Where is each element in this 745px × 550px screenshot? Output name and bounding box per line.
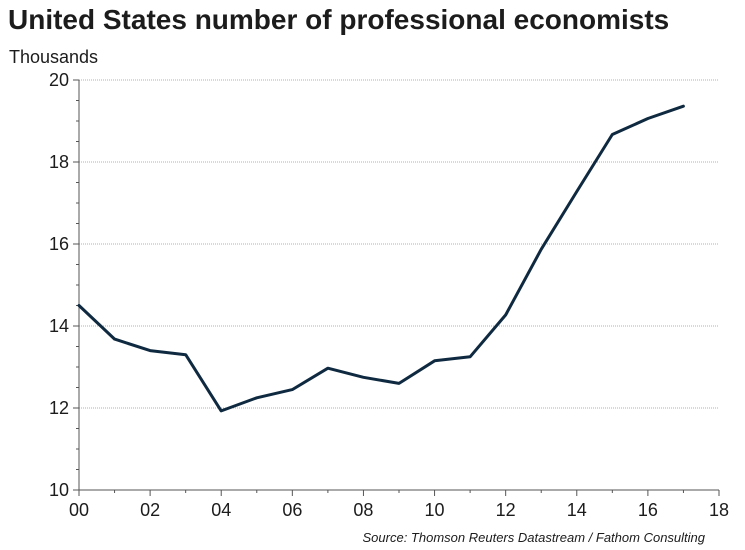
axes <box>73 79 720 496</box>
x-tick-label: 18 <box>709 500 729 520</box>
y-tick-label: 14 <box>49 316 69 336</box>
x-tick-label: 16 <box>638 500 658 520</box>
y-tick-label: 10 <box>49 480 69 500</box>
series-line <box>77 104 685 413</box>
y-tick-label: 12 <box>49 398 69 418</box>
series-layer <box>77 104 685 413</box>
x-tick-label: 14 <box>567 500 587 520</box>
x-tick-label: 02 <box>140 500 160 520</box>
y-tick-label: 16 <box>49 234 69 254</box>
y-tick-label: 20 <box>49 70 69 90</box>
y-tick-label: 18 <box>49 152 69 172</box>
x-tick-label: 08 <box>353 500 373 520</box>
source-note: Source: Thomson Reuters Datastream / Fat… <box>362 530 705 545</box>
y-axis-label: Thousands <box>9 47 99 67</box>
chart-title: United States number of professional eco… <box>8 4 670 35</box>
x-tick-label: 06 <box>282 500 302 520</box>
x-tick-label: 12 <box>496 500 516 520</box>
x-tick-label: 10 <box>425 500 445 520</box>
x-tick-label: 04 <box>211 500 231 520</box>
x-tick-label: 00 <box>69 500 89 520</box>
gridlines <box>79 79 719 409</box>
tick-labels: 10 12 14 16 18 20 00 02 04 06 08 10 12 14 16 18 <box>49 70 729 520</box>
